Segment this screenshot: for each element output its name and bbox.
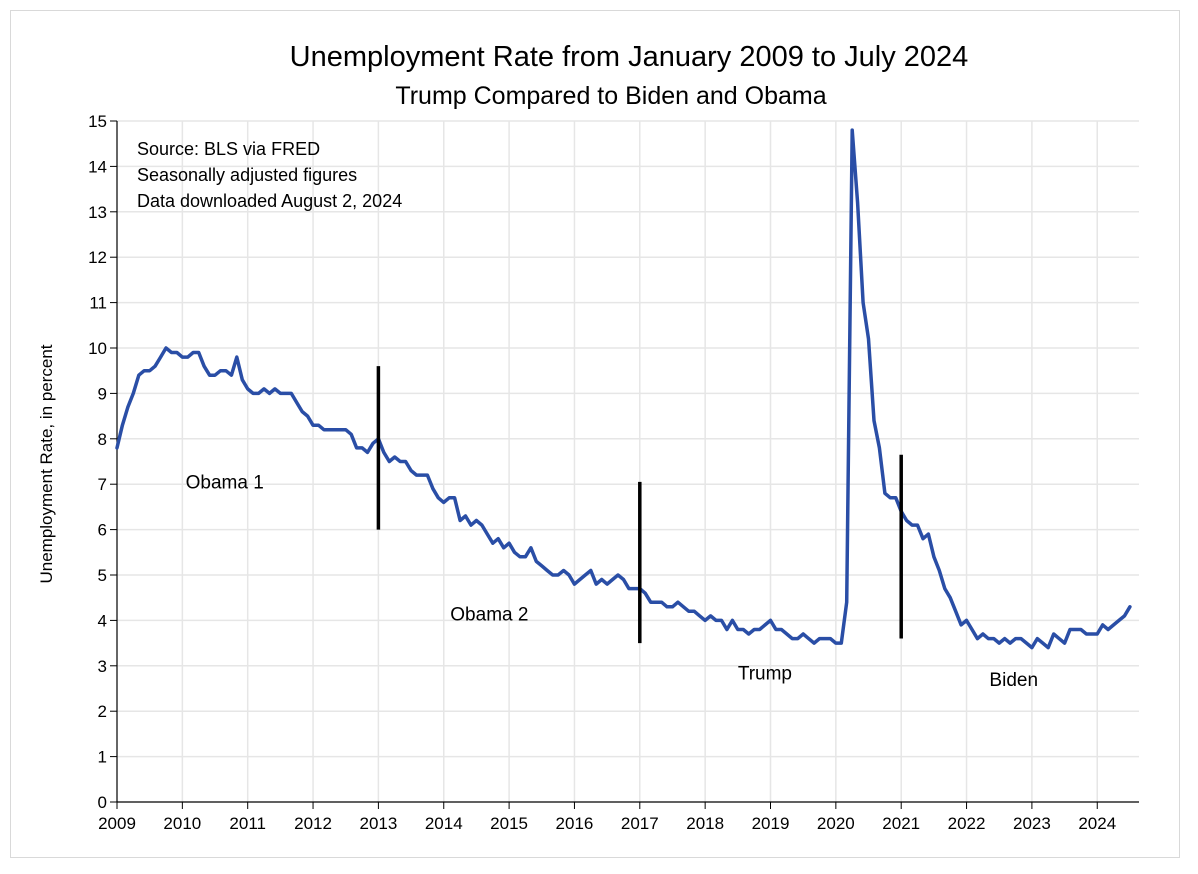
unemployment-rate-line [115, 128, 1132, 650]
y-axis-label: Unemployment Rate, in percent [37, 344, 56, 583]
y-tick-label: 3 [98, 657, 107, 676]
term-annotations: Obama 1 Obama 2 Trump Biden [186, 473, 1038, 691]
y-tick-label: 2 [98, 702, 107, 721]
x-tick-label: 2021 [882, 814, 920, 833]
y-tick-label: 5 [98, 566, 107, 585]
x-tick-label: 2024 [1078, 814, 1116, 833]
x-tick-label: 2014 [425, 814, 463, 833]
x-tick-label: 2023 [1013, 814, 1051, 833]
y-tick-label: 9 [98, 384, 107, 403]
source-note: Source: BLS via FRED [137, 139, 320, 159]
series [115, 128, 1132, 650]
term-label: Biden [989, 670, 1038, 691]
chart-title: Unemployment Rate from January 2009 to J… [290, 41, 969, 73]
y-tick-label: 13 [88, 203, 107, 222]
y-tick-label: 6 [98, 521, 107, 540]
term-label: Trump [738, 663, 792, 684]
term-markers [376, 366, 903, 644]
y-tick-label: 8 [98, 430, 107, 449]
x-tick-label: 2020 [817, 814, 855, 833]
x-tick-label: 2018 [686, 814, 724, 833]
x-tick-label: 2022 [948, 814, 986, 833]
x-tick-label: 2009 [98, 814, 136, 833]
y-tick-label: 4 [98, 611, 107, 630]
term-label: Obama 2 [450, 604, 528, 625]
source-note: Data downloaded August 2, 2024 [137, 191, 402, 211]
y-tick-label: 14 [88, 157, 107, 176]
source-notes: Source: BLS via FRED Seasonally adjusted … [137, 139, 402, 211]
term-label: Obama 1 [186, 473, 264, 494]
x-tick-label: 2012 [294, 814, 332, 833]
x-tick-label: 2010 [163, 814, 201, 833]
x-tick-label: 2016 [556, 814, 594, 833]
y-tick-label: 0 [98, 793, 107, 812]
axes [110, 120, 1139, 809]
y-tick-label: 11 [89, 294, 107, 313]
source-note: Seasonally adjusted figures [137, 165, 357, 185]
x-tick-label: 2017 [621, 814, 659, 833]
chart-subtitle: Trump Compared to Biden and Obama [395, 82, 826, 110]
y-tick-label: 1 [98, 748, 107, 767]
grid [117, 120, 1139, 802]
y-tick-label: 7 [98, 475, 107, 494]
x-tick-label: 2019 [752, 814, 790, 833]
x-tick-label: 2011 [229, 814, 266, 833]
y-tick-label: 10 [88, 339, 107, 358]
x-tick-label: 2015 [490, 814, 528, 833]
y-tick-label: 15 [88, 112, 107, 131]
y-tick-label: 12 [88, 248, 107, 267]
chart-frame [10, 10, 1180, 858]
x-tick-label: 2013 [359, 814, 397, 833]
